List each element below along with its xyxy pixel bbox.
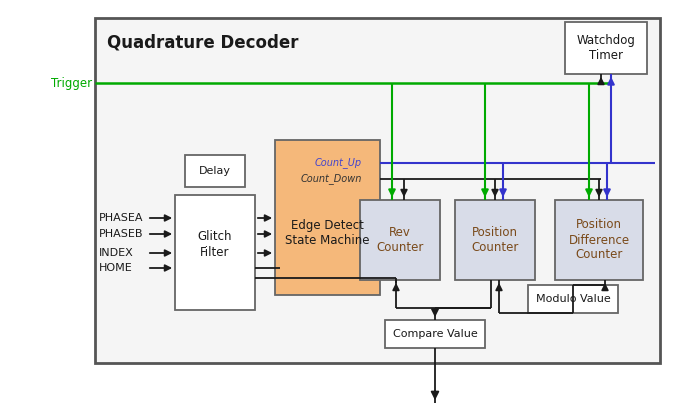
Bar bbox=[275, 140, 380, 295]
Text: Glitch
Filter: Glitch Filter bbox=[198, 231, 232, 259]
Text: Watchdog
Timer: Watchdog Timer bbox=[576, 34, 635, 62]
Text: Delay: Delay bbox=[199, 166, 231, 176]
Bar bbox=[175, 195, 255, 310]
Bar bbox=[185, 155, 245, 187]
Bar bbox=[455, 200, 535, 280]
Text: Trigger: Trigger bbox=[51, 77, 92, 89]
Text: Modulo Value: Modulo Value bbox=[536, 294, 610, 304]
Text: Position
Counter: Position Counter bbox=[471, 226, 518, 254]
Text: HOME: HOME bbox=[99, 263, 133, 273]
Text: Count_Down: Count_Down bbox=[300, 173, 362, 184]
Text: Rev
Counter: Rev Counter bbox=[377, 226, 424, 254]
Bar bbox=[360, 200, 440, 280]
Bar bbox=[385, 320, 485, 348]
Text: Quadrature Decoder: Quadrature Decoder bbox=[107, 34, 298, 52]
Bar bbox=[565, 22, 647, 74]
Bar bbox=[555, 200, 643, 280]
Text: Compare Value: Compare Value bbox=[393, 329, 477, 339]
Bar bbox=[95, 18, 660, 363]
Bar bbox=[528, 285, 618, 313]
Text: Count_Up: Count_Up bbox=[315, 157, 362, 169]
Text: PHASEB: PHASEB bbox=[99, 229, 144, 239]
Text: PHASEA: PHASEA bbox=[99, 213, 144, 223]
Text: INDEX: INDEX bbox=[99, 248, 134, 258]
Text: Edge Detect
State Machine: Edge Detect State Machine bbox=[286, 219, 370, 246]
Text: Position
Difference
Counter: Position Difference Counter bbox=[568, 219, 630, 262]
